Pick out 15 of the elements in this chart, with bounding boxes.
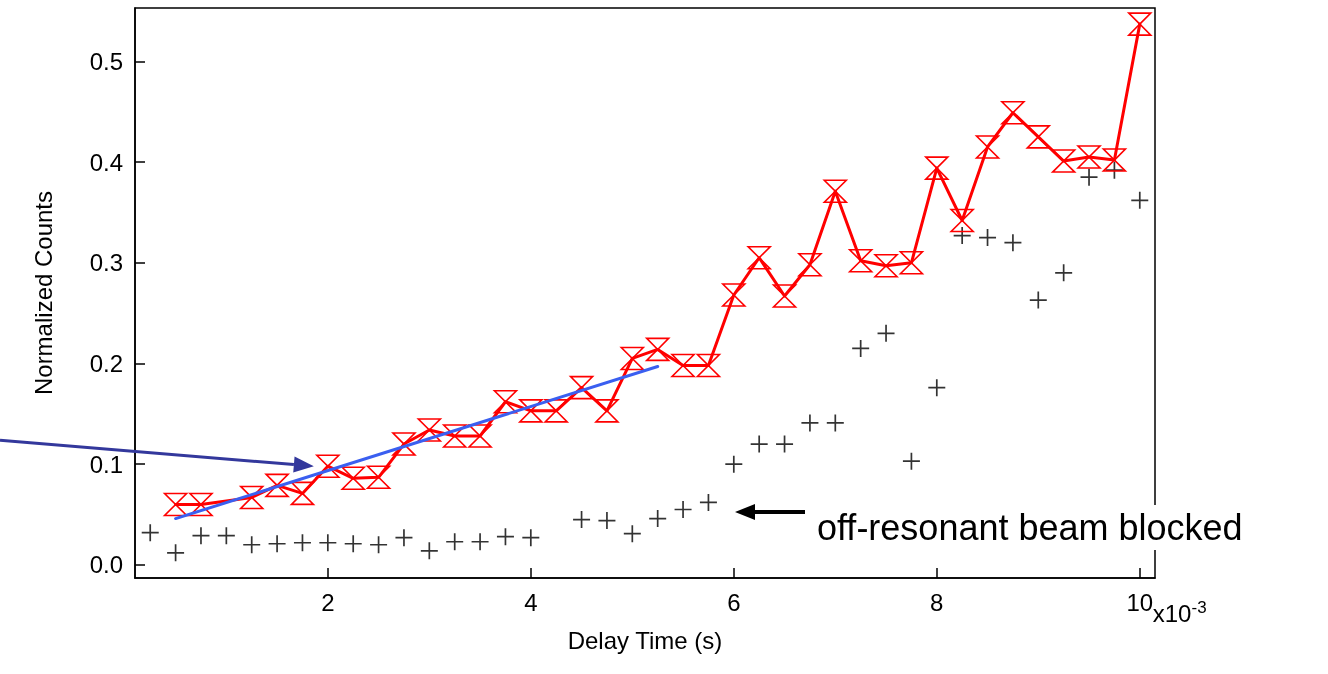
y-tick-label: 0.4: [89, 148, 123, 176]
y-tick-label: 0.2: [89, 349, 123, 377]
x-tick-label: 2: [321, 588, 335, 616]
text: x10$^{-3}$: [1152, 597, 1207, 627]
x-tick-label: 10: [1126, 588, 1154, 616]
y-axis-title: Normalized Counts: [29, 190, 57, 396]
y-tick-label: 0.0: [89, 551, 123, 579]
y-tick-label: 0.3: [89, 249, 123, 277]
y-tick-label: 0.1: [89, 450, 123, 478]
x-tick-label: 4: [524, 588, 538, 616]
x-tick-label: 6: [727, 588, 741, 616]
x-axis-title: Delay Time (s): [567, 626, 723, 654]
y-tick-label: 0.5: [89, 47, 123, 75]
annotation: off-resonant beam blocked: [817, 507, 1243, 548]
x-tick-label: 8: [930, 588, 944, 616]
